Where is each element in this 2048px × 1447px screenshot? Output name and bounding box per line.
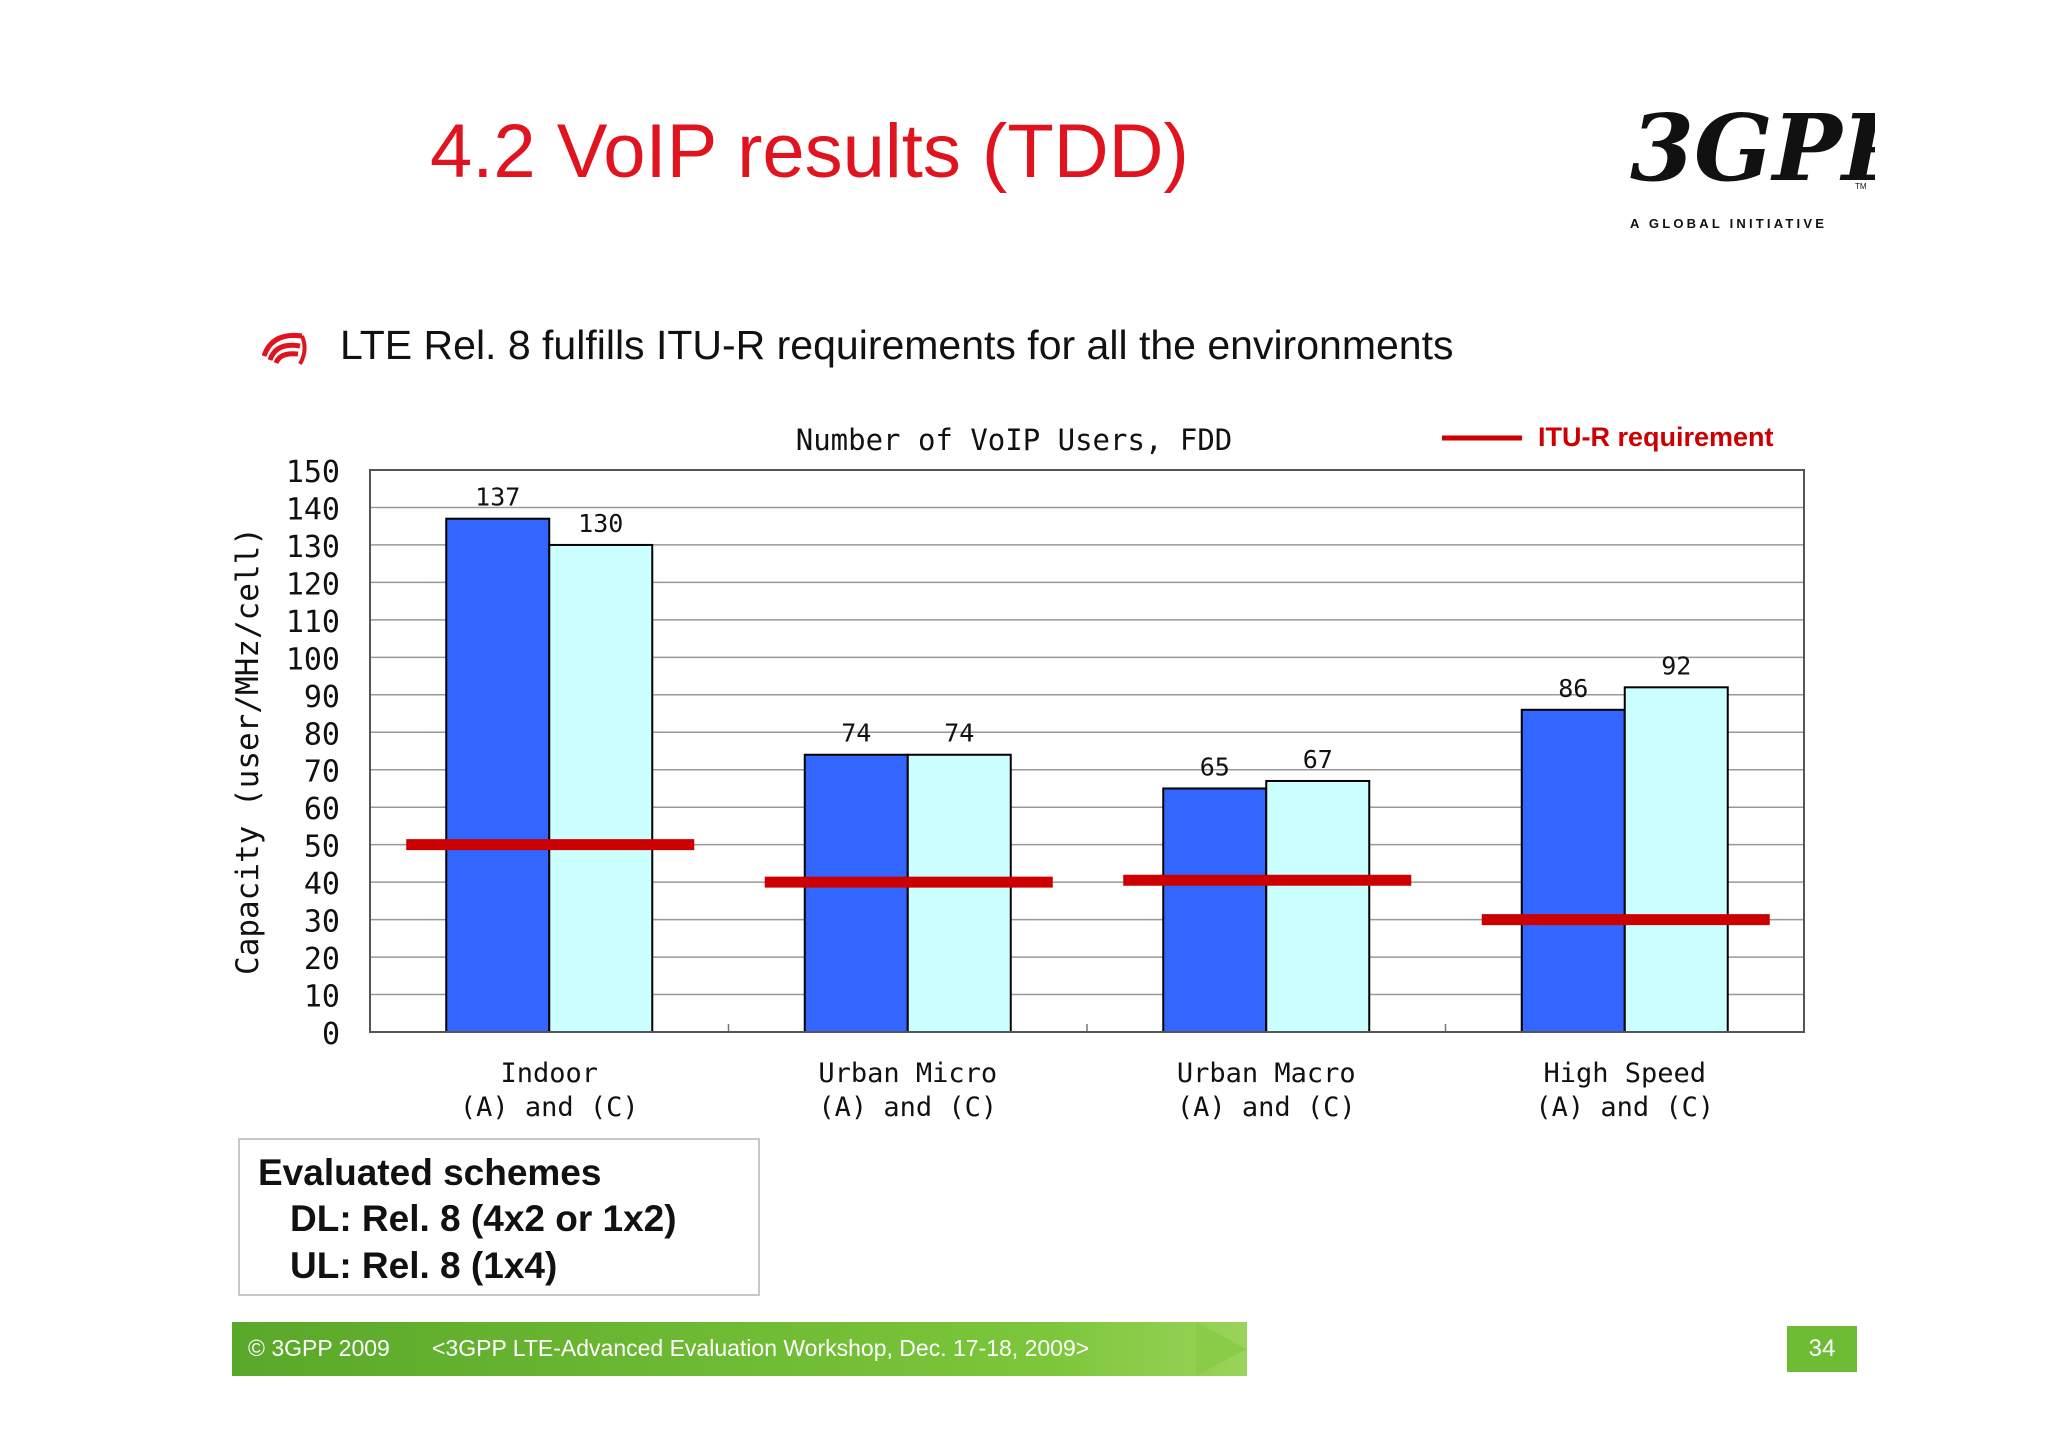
- y-tick-label: 110: [286, 605, 340, 640]
- y-tick-label: 20: [304, 942, 340, 977]
- bar-value-label: 86: [1558, 674, 1588, 703]
- bullet-text: LTE Rel. 8 fulfills ITU-R requirements f…: [340, 322, 1454, 368]
- y-tick-label: 80: [304, 717, 340, 752]
- evaluated-schemes-box: Evaluated schemes DL: Rel. 8 (4x2 or 1x2…: [238, 1138, 760, 1296]
- bar-value-label: 74: [944, 719, 974, 748]
- legend-label: ITU-R requirement: [1538, 422, 1774, 452]
- x-category-label: (A) and (C): [1535, 1092, 1714, 1123]
- bar: [1520, 708, 1626, 1034]
- x-category-label: Urban Macro: [1177, 1058, 1356, 1089]
- logo-text: 3GPP: [1630, 94, 1875, 202]
- x-category-label: (A) and (C): [818, 1092, 997, 1123]
- y-tick-label: 140: [286, 492, 340, 527]
- y-tick-label: 50: [304, 830, 340, 865]
- labels: 0102030405060708090100110120130140150137…: [286, 455, 1714, 1123]
- y-tick-label: 130: [286, 530, 340, 565]
- bar: [1162, 787, 1268, 1034]
- y-tick-label: 30: [304, 905, 340, 940]
- bar-value-label: 67: [1303, 745, 1333, 774]
- y-tick-label: 120: [286, 567, 340, 602]
- schemes-ul: UL: Rel. 8 (1x4): [290, 1245, 558, 1286]
- page-number: 34: [1787, 1326, 1857, 1372]
- bars: [445, 517, 1729, 1034]
- bar-value-label: 92: [1661, 651, 1691, 680]
- y-axis-label: Capacity (user/MHz/cell): [230, 527, 266, 975]
- y-tick-label: 40: [304, 867, 340, 902]
- x-category-label: Indoor: [500, 1058, 598, 1089]
- bar-value-label: 130: [578, 509, 623, 538]
- plot-frame: [369, 469, 1805, 1033]
- slide-title: 4.2 VoIP results (TDD): [430, 109, 1189, 194]
- bar: [445, 517, 551, 1033]
- bar: [906, 753, 1012, 1033]
- y-tick-label: 70: [304, 755, 340, 790]
- x-category-label: (A) and (C): [1177, 1092, 1356, 1123]
- footer-copyright: © 3GPP 2009: [248, 1335, 390, 1361]
- x-category-label: (A) and (C): [460, 1092, 639, 1123]
- y-tick-label: 10: [304, 980, 340, 1015]
- y-tick-label: 150: [286, 455, 340, 490]
- bar-value-label: 74: [841, 719, 871, 748]
- signal-waves-icon: [262, 332, 307, 365]
- bar: [803, 753, 909, 1033]
- bar: [1623, 686, 1729, 1033]
- 3gpp-logo: 3GPP TM A GLOBAL INITIATIVE: [1630, 94, 1875, 231]
- footer-bar: [232, 1322, 1247, 1376]
- y-tick-label: 100: [286, 642, 340, 677]
- bar: [548, 543, 654, 1034]
- schemes-dl: DL: Rel. 8 (4x2 or 1x2): [290, 1198, 677, 1239]
- logo-tagline: A GLOBAL INITIATIVE: [1630, 216, 1827, 231]
- chart-title: Number of VoIP Users, FDD: [796, 423, 1233, 457]
- footer-arrow: [1196, 1322, 1246, 1376]
- logo-tm: TM: [1855, 182, 1867, 191]
- bar-value-label: 137: [475, 483, 520, 512]
- x-category-label: Urban Micro: [818, 1058, 997, 1089]
- y-tick-label: 60: [304, 792, 340, 827]
- bar: [1265, 779, 1371, 1033]
- footer-event: <3GPP LTE-Advanced Evaluation Workshop, …: [432, 1335, 1090, 1361]
- requirement-lines: [406, 839, 1770, 926]
- schemes-title: Evaluated schemes: [258, 1152, 602, 1193]
- x-category-label: High Speed: [1543, 1058, 1706, 1089]
- y-tick-label: 0: [322, 1017, 340, 1052]
- bar-value-label: 65: [1200, 752, 1230, 781]
- y-tick-label: 90: [304, 680, 340, 715]
